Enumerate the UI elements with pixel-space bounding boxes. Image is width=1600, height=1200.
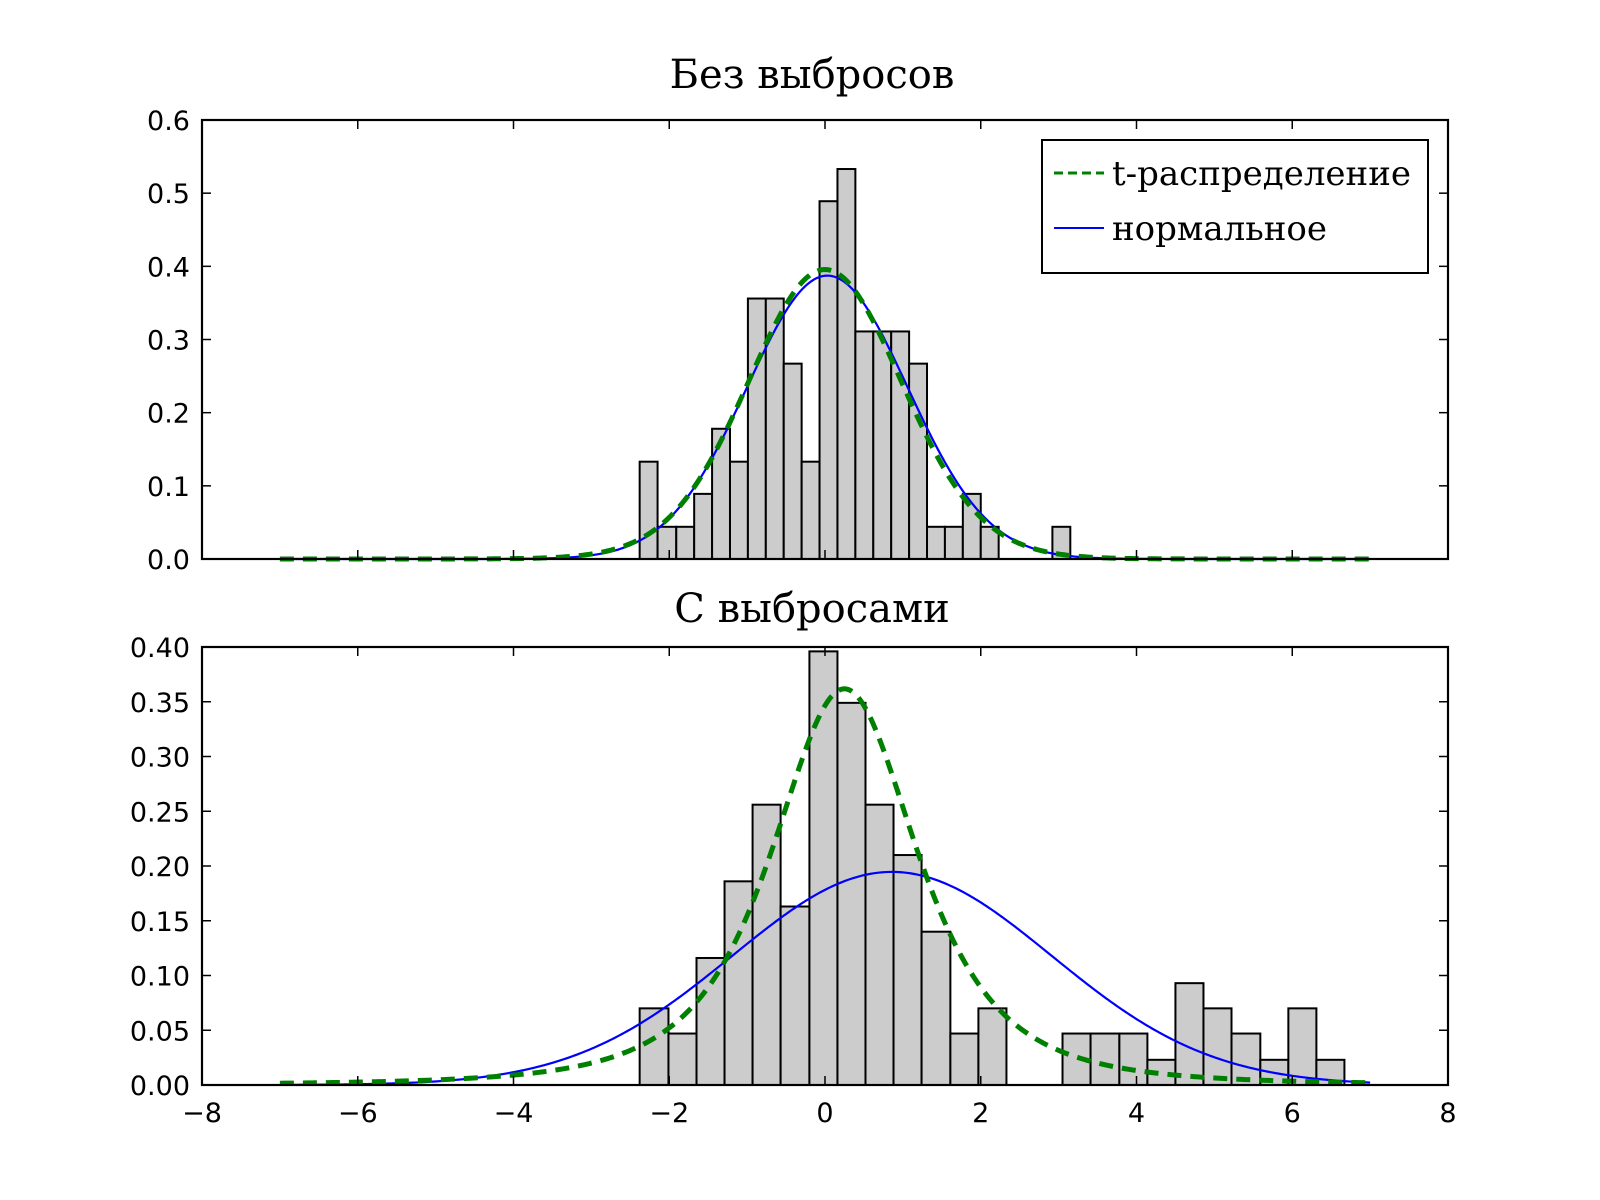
histogram-bar [864,803,895,1086]
y-tick-label: 0.6 [147,106,190,137]
histogram-bar [836,701,867,1086]
x-tick-label: 0 [816,1098,833,1129]
histogram-bar [779,905,811,1087]
x-tick-label: −4 [494,1098,534,1129]
y-tick-label: 0.00 [130,1071,190,1102]
histogram-bar [949,1032,980,1087]
y-tick-label: 0.4 [147,252,190,283]
histogram-bar [782,362,803,560]
histogram-bar [808,650,839,1086]
x-tick-label: −6 [338,1098,378,1129]
top-axes-frame [200,118,1450,561]
histogram-bar [695,956,726,1086]
y-tick-label: 0.30 [130,743,190,774]
histogram-bar [667,1032,698,1087]
histogram-bar [818,200,839,560]
x-tick-label: 2 [972,1098,989,1129]
top-panel-title: Без выбросов [670,52,955,98]
histogram-bar [656,525,678,560]
bottom-normal-curve [279,870,1371,1086]
bottom-t-distribution-curve [279,686,1371,1086]
y-tick-label: 0.35 [130,688,190,719]
top-t-distribution-curve [279,267,1371,562]
y-tick-label: 0.40 [130,633,190,664]
x-tick-label: −8 [182,1098,222,1129]
legend-normal-label: нормальное [1112,209,1327,249]
histogram-bar [751,803,782,1086]
x-tick-label: 6 [1284,1098,1301,1129]
legend-t-dist-label: t-распределение [1112,154,1411,194]
histogram-bar [1089,1032,1121,1087]
top-histogram-panel: Без выбросов 0.0 0.1 0.2 0.3 0.4 0.5 0.6 t-рас… [147,52,1450,576]
histogram-bar [693,492,714,560]
x-tick-label: 4 [1128,1098,1145,1129]
histogram-bar [800,460,821,560]
histogram-bar [638,1007,670,1086]
y-tick-label: 0.2 [147,399,190,430]
histogram-bar [1202,1007,1233,1086]
histogram-bar [890,330,911,560]
histogram-bar [872,330,893,560]
histogram-bar [1174,982,1205,1086]
histogram-bar [728,460,749,560]
bottom-axes-frame [200,645,1450,1087]
x-tick-label: 8 [1439,1098,1456,1129]
histogram-bar [977,1007,1008,1086]
histogram-bar [1118,1032,1149,1087]
legend-box [1041,139,1429,274]
histogram-bar [908,362,929,560]
y-tick-label: 0.10 [130,962,190,993]
bottom-fit-curves [279,686,1371,1086]
y-tick-label: 0.3 [147,326,190,357]
histogram-bar [926,525,946,560]
bottom-histogram-panel: С выбросами −8 −6 −4 −2 0 2 4 6 8 0.00 0.05 0.10 0.1… [130,586,1457,1129]
y-tick-label: 0.0 [147,545,190,576]
histogram-bar [1287,1007,1318,1086]
y-tick-label: 0.05 [130,1016,190,1047]
y-tick-label: 0.20 [130,852,190,883]
legend: t-распределение нормальное [1041,139,1429,274]
y-tick-label: 0.5 [147,179,190,210]
histogram-bar [854,330,875,560]
histogram-bar [836,168,857,560]
bottom-histogram-bars [638,650,1346,1087]
y-tick-label: 0.25 [130,797,190,828]
histogram-bar [675,525,696,560]
bottom-panel-title: С выбросами [674,586,949,632]
histogram-bar [920,930,952,1087]
x-tick-label: −2 [649,1098,689,1129]
y-tick-label: 0.15 [130,907,190,938]
histogram-bar [943,525,964,560]
y-tick-label: 0.1 [147,472,190,503]
histogram-bar [711,427,731,560]
histogram-bar [892,854,923,1086]
histogram-bar [746,297,767,560]
histogram-bar [638,460,659,560]
